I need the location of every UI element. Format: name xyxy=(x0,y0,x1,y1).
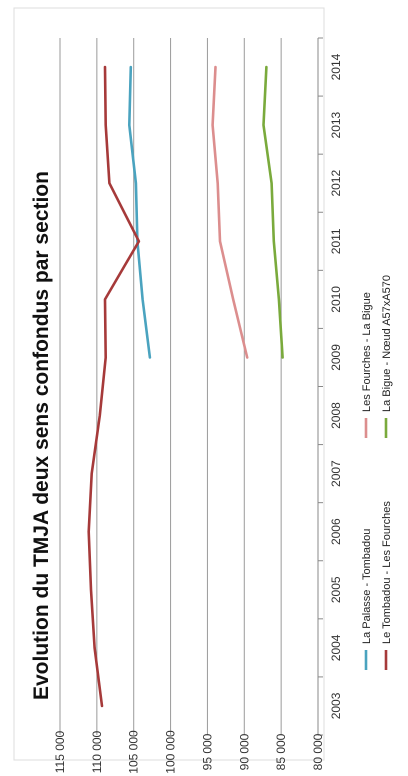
legend-label: Le Tombadou - Les Fourches xyxy=(381,501,393,644)
y-tick-label: 80 000 xyxy=(311,733,325,770)
axes xyxy=(317,37,323,736)
x-tick-label: 2009 xyxy=(329,344,343,371)
x-tick-label: 2013 xyxy=(329,111,343,138)
legend: La Palasse - Tombadou Le Tombadou - Les F… xyxy=(361,275,393,670)
series-line xyxy=(87,65,141,708)
x-tick-label: 2010 xyxy=(329,286,343,313)
x-tick-label: 2012 xyxy=(329,170,343,197)
x-tick-label: 2003 xyxy=(329,692,343,719)
grid-lines xyxy=(59,38,319,735)
y-tick-label: 105 000 xyxy=(127,730,141,774)
y-tick-label: 85 000 xyxy=(274,733,288,770)
y-tick-label: 100 000 xyxy=(164,730,178,774)
y-tick-label: 95 000 xyxy=(200,733,214,770)
x-tick-label: 2007 xyxy=(329,460,343,487)
legend-label: La Bigue - Nœud A57xA570 xyxy=(381,275,393,412)
x-tick-label: 2008 xyxy=(329,402,343,429)
legend-label: Les Fourches - La Bigue xyxy=(361,292,373,412)
y-tick-label: 110 000 xyxy=(90,730,104,773)
x-tick-label: 2005 xyxy=(329,576,343,603)
x-tick-label: 2011 xyxy=(329,228,343,254)
series-line xyxy=(128,65,152,359)
y-tick-label: 90 000 xyxy=(237,733,251,770)
y-tick-labels: 115 000 110 000 105 000 100 000 95 000 90 000… xyxy=(53,730,325,774)
x-tick-label: 2014 xyxy=(329,53,343,80)
legend-label: La Palasse - Tombadou xyxy=(361,529,373,644)
series-line xyxy=(211,65,249,359)
series-lines xyxy=(87,65,284,708)
chart-title: Evolution du TMJA deux sens confondus pa… xyxy=(30,171,53,700)
x-tick-label: 2004 xyxy=(329,634,343,661)
x-tick-labels: 2003 2004 2005 2006 2007 2008 2009 2010 2011 2012… xyxy=(329,53,343,719)
x-tick-label: 2006 xyxy=(329,518,343,545)
series-line xyxy=(262,65,284,359)
plot-frame xyxy=(13,7,325,761)
y-tick-label: 115 000 xyxy=(53,730,67,773)
